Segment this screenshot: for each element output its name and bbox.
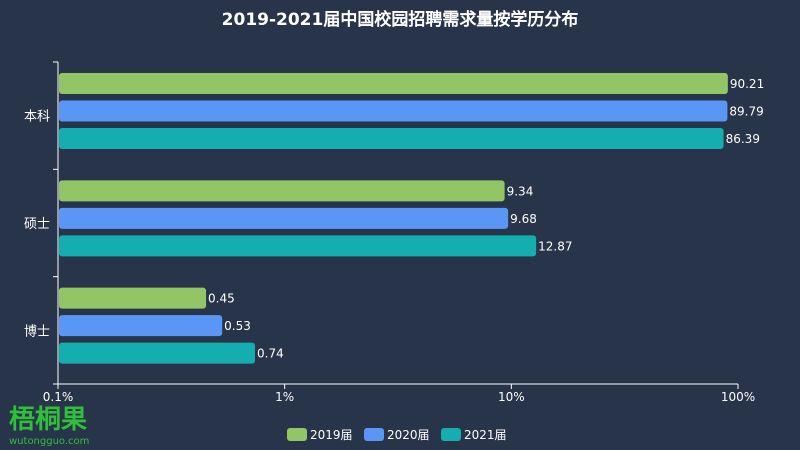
chart-title: 2019-2021届中国校园招聘需求量按学历分布 xyxy=(222,9,579,30)
legend-swatch xyxy=(364,428,384,441)
bar xyxy=(59,315,223,337)
bar-value-label: 89.79 xyxy=(729,105,763,119)
bar-value-label: 9.68 xyxy=(510,212,537,226)
bar-value-label: 86.39 xyxy=(726,132,760,146)
x-tick-label: 10% xyxy=(498,390,525,404)
legend-swatch xyxy=(287,428,307,441)
bar-value-label: 0.45 xyxy=(208,292,235,306)
legend-swatch xyxy=(441,428,461,441)
category-label: 硕士 xyxy=(24,217,50,232)
category-ticks xyxy=(53,61,58,385)
bar-value-label: 9.34 xyxy=(507,184,534,198)
logo-text: 梧桐果 xyxy=(9,405,87,435)
x-tick-label: 0.1% xyxy=(43,390,74,404)
x-tick-label: 100% xyxy=(721,390,755,404)
bar-value-label: 0.74 xyxy=(257,347,284,361)
bar-value-label: 90.21 xyxy=(730,77,764,91)
bar xyxy=(59,180,505,202)
bar xyxy=(59,207,509,229)
x-axis-ticks: 0.1% 1% 10% 100% xyxy=(43,384,755,404)
category-label: 本科 xyxy=(24,110,50,125)
bar-value-label: 0.53 xyxy=(224,319,251,333)
bars xyxy=(59,73,728,364)
bar xyxy=(59,100,728,122)
x-tick-label: 1% xyxy=(275,390,294,404)
bar-value-label: 12.87 xyxy=(538,239,572,253)
category-label: 博士 xyxy=(24,324,50,339)
logo-site: wutongguo.com xyxy=(9,436,89,447)
bar xyxy=(59,287,207,309)
legend-label: 2019届 xyxy=(310,428,353,442)
bar xyxy=(59,342,256,364)
bar xyxy=(59,128,724,149)
wutongguo-logo: 梧桐果 wutongguo.com xyxy=(9,405,89,447)
legend-label: 2020届 xyxy=(387,428,430,442)
bar xyxy=(59,235,537,257)
legend-label: 2021届 xyxy=(464,428,507,442)
bar xyxy=(59,73,728,94)
legend: 2019届 2020届 2021届 xyxy=(287,428,507,442)
